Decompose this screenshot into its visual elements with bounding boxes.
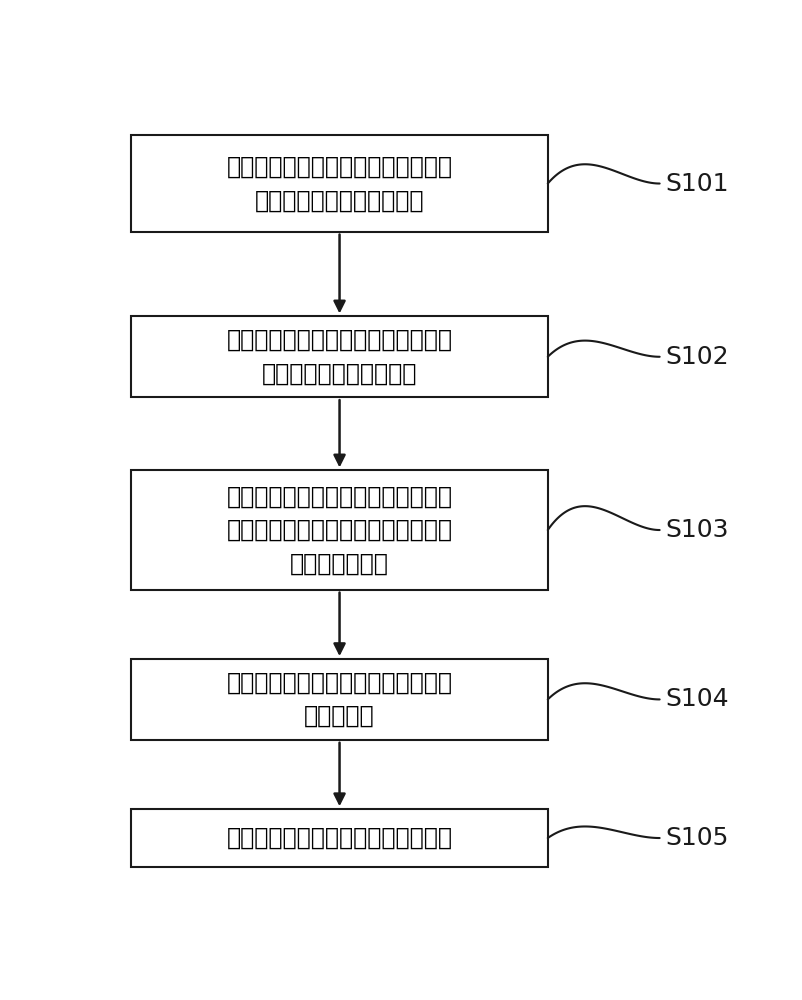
Text: 对目标透镜进行区域划分得到区域相
位图，并对区域相位图进行归一化处
理并得到曝光图: 对目标透镜进行区域划分得到区域相 位图，并对区域相位图进行归一化处 理并得到曝光…	[226, 485, 452, 576]
Text: 对间隙层进行液晶填充，形成液晶层: 对间隙层进行液晶填充，形成液晶层	[226, 826, 452, 850]
Text: S104: S104	[666, 687, 730, 711]
Text: 在第一基板、第二基板表面上分别设
置第一取向层、第二取向层: 在第一基板、第二基板表面上分别设 置第一取向层、第二取向层	[226, 155, 452, 212]
Text: S102: S102	[666, 345, 730, 369]
FancyBboxPatch shape	[132, 659, 548, 740]
FancyBboxPatch shape	[132, 316, 548, 397]
FancyBboxPatch shape	[132, 135, 548, 232]
Text: 在第一取向层、第二取向层之间设置
若干间隔件，形成间隙层: 在第一取向层、第二取向层之间设置 若干间隔件，形成间隙层	[226, 328, 452, 386]
Text: 根据曝光图对第一取向层、第二取向
层进行取向: 根据曝光图对第一取向层、第二取向 层进行取向	[226, 671, 452, 728]
Text: S105: S105	[666, 826, 729, 850]
Text: S103: S103	[666, 518, 729, 542]
Text: S101: S101	[666, 172, 729, 196]
FancyBboxPatch shape	[132, 809, 548, 867]
FancyBboxPatch shape	[132, 470, 548, 590]
